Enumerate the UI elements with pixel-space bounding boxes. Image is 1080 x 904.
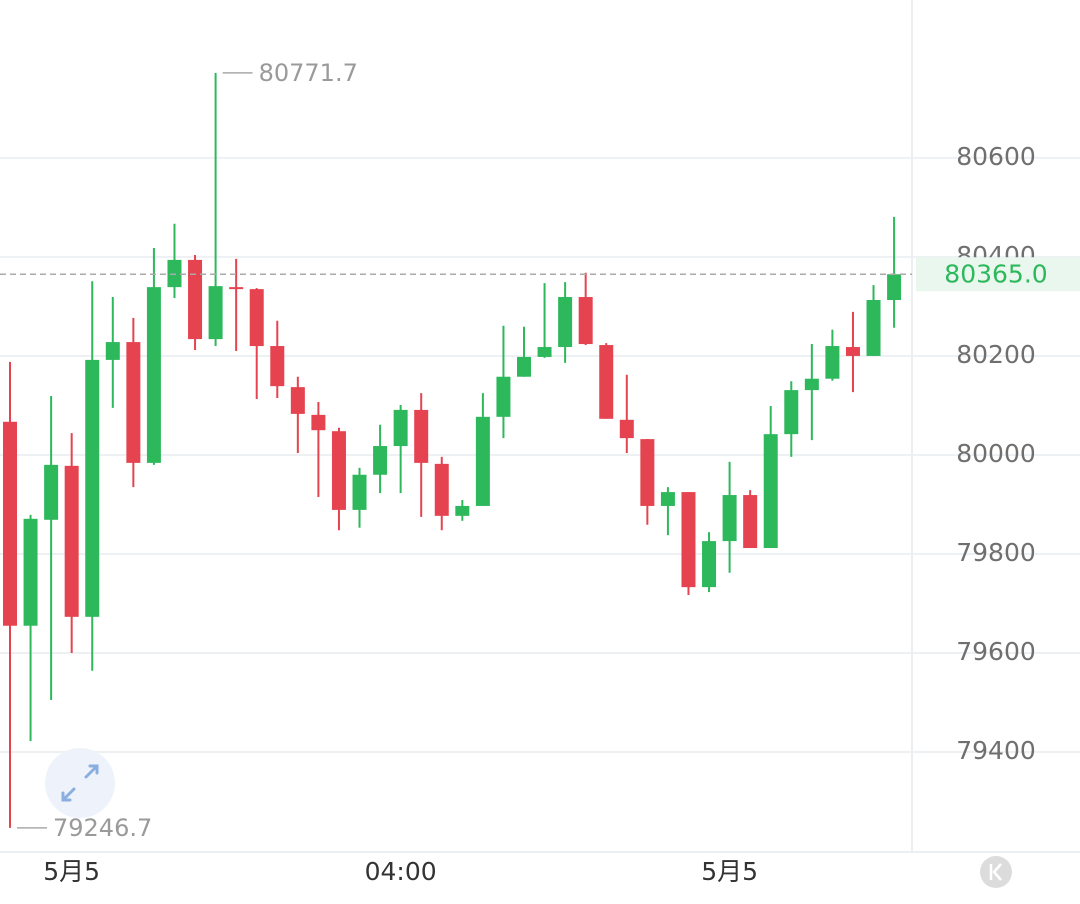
candle-body (414, 409, 429, 463)
candle-body (455, 505, 470, 516)
candle-body (702, 541, 717, 588)
candle-body (866, 300, 881, 356)
candle-body (188, 259, 203, 340)
overlay: 80365.0 80771.7 79246.7 (0, 59, 1080, 842)
y-tick-label: 79400 (956, 736, 1036, 765)
x-tick-label: 5月5 (701, 857, 758, 886)
x-tick-label: 5月5 (43, 857, 100, 886)
candles: 5月5 04:00 5月5 (3, 72, 902, 886)
candle-body (311, 414, 326, 431)
y-tick-label: 79600 (956, 637, 1036, 666)
scroll-latest-bg[interactable] (980, 856, 1012, 888)
candle-body (578, 297, 593, 345)
candle-body (558, 297, 573, 348)
candle-body (3, 421, 17, 626)
candle-body (887, 274, 902, 300)
scroll-latest-icon (989, 863, 1002, 881)
candle-body (208, 286, 223, 340)
candle-body (331, 431, 346, 510)
last-price-label: 80365.0 (944, 259, 1047, 288)
candle-body (393, 409, 408, 447)
candle-body (475, 416, 490, 506)
candle-body (23, 518, 38, 626)
candle-body (85, 359, 100, 617)
y-tick-label: 80000 (956, 439, 1036, 468)
candle-body (619, 419, 634, 439)
expand-button-bg[interactable] (45, 748, 115, 818)
last-price-bg (916, 257, 1080, 292)
candle-body (434, 463, 449, 516)
candle-body (373, 446, 388, 475)
high-marker-label: 80771.7 (259, 59, 358, 87)
candle-body (229, 287, 244, 290)
candle-body (146, 287, 161, 463)
y-tick-label: 80200 (956, 340, 1036, 369)
candle-body (845, 347, 860, 356)
candle-body (64, 465, 79, 617)
candle-body (517, 356, 531, 377)
candle-body (722, 495, 737, 542)
expand-button[interactable] (45, 748, 115, 818)
candle-body (825, 346, 840, 379)
candle-body (496, 376, 511, 417)
candle-body (290, 387, 305, 414)
scroll-latest-button[interactable] (980, 856, 1012, 888)
low-marker-label: 79246.7 (53, 814, 152, 842)
expand-icon (61, 764, 99, 802)
candle-body (599, 345, 614, 419)
candle-body (126, 342, 141, 463)
candle-body (763, 434, 778, 549)
candle-body (537, 347, 552, 357)
x-tick-label: 04:00 (365, 857, 437, 886)
candle-body (640, 439, 655, 506)
candle-body (44, 464, 59, 520)
candle-body (784, 390, 799, 435)
candle-body (352, 474, 367, 510)
candle-body (743, 495, 758, 549)
candle-body (270, 346, 285, 387)
candle-body (804, 378, 819, 391)
candle-body (249, 289, 264, 347)
y-tick-label: 79800 (956, 538, 1036, 567)
candle-body (681, 492, 696, 588)
candle-body (105, 342, 120, 360)
candle-body (660, 492, 675, 506)
y-tick-label: 80600 (956, 142, 1036, 171)
